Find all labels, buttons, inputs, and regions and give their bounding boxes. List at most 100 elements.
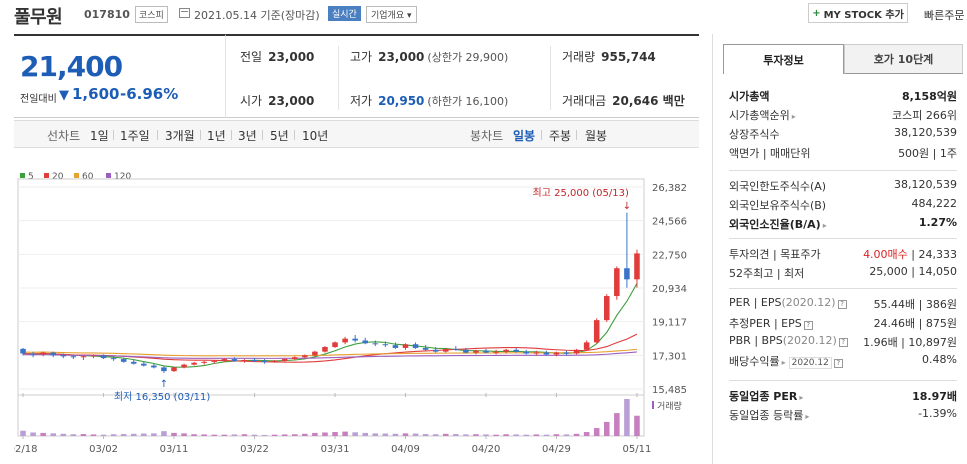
info-value: 18.97배 xyxy=(912,390,957,403)
stat-high: 고가 23,000 (상한가 29,900) xyxy=(350,50,509,64)
price-chart[interactable]: 5 20 60 120 26,382 24,566 22,750 20,934 19,1… xyxy=(14,165,699,464)
y-tick-label: 19,117 xyxy=(652,318,687,329)
candle-body xyxy=(161,367,167,372)
info-separator xyxy=(729,288,957,289)
info-value: 4.00매수 | 24,333 xyxy=(863,248,957,261)
candle-body xyxy=(553,352,560,355)
candle-body xyxy=(322,347,328,352)
candle-body xyxy=(130,361,137,364)
candle-body xyxy=(573,349,580,354)
info-row[interactable]: 동일업종 PER ▸ 18.97배 xyxy=(729,388,957,405)
candle-body xyxy=(292,357,298,360)
volume-bar xyxy=(573,433,580,436)
info-label: 배당수익률 ▸ 2020.12? xyxy=(729,353,843,369)
volume-bar xyxy=(473,434,479,436)
price-plot-frame xyxy=(17,178,645,396)
candle-body xyxy=(563,352,570,354)
candle-body xyxy=(634,253,640,280)
base-date: 2021.05.14 기준(장마감) xyxy=(194,9,320,22)
tab-investment-info[interactable]: 투자정보 xyxy=(723,44,844,74)
add-my-stock-button[interactable]: + MY STOCK 추가 xyxy=(808,3,908,23)
volume-bar xyxy=(302,433,308,436)
low-annotation: 최저 16,350 (03/11) xyxy=(114,391,210,403)
company-overview-dropdown[interactable]: 기업개요 ▾ xyxy=(366,6,417,23)
y-tick-label: 22,750 xyxy=(652,250,687,261)
x-tick-label: 03/22 xyxy=(240,444,269,455)
info-label-date: (2020.12) xyxy=(781,296,836,309)
candle-weekly[interactable]: 주봉 xyxy=(549,129,572,143)
period-3m[interactable]: 3개월 xyxy=(165,129,195,143)
volume-bar xyxy=(553,434,560,436)
chart-canvas: 26,382 24,566 22,750 20,934 19,117 17,301 15,4… xyxy=(14,178,687,455)
candle-monthly[interactable]: 월봉 xyxy=(585,129,608,143)
y-tick-label: 20,934 xyxy=(652,284,687,295)
volume-bar xyxy=(483,434,489,436)
candle-body xyxy=(402,344,409,348)
candle-body xyxy=(604,296,610,321)
candle-daily[interactable]: 일봉 xyxy=(513,129,536,143)
period-3y[interactable]: 3년 xyxy=(238,129,257,143)
period-1y[interactable]: 1년 xyxy=(207,129,226,143)
volume-bar xyxy=(624,399,630,436)
volume-bar xyxy=(614,413,620,436)
plus-icon: + xyxy=(812,7,821,19)
tab-order-book[interactable]: 호가 10단계 xyxy=(844,44,963,74)
candle-body xyxy=(231,359,238,361)
help-icon[interactable]: ? xyxy=(837,300,847,309)
stat-open: 시가 23,000 xyxy=(240,94,315,108)
candle-body xyxy=(271,360,278,362)
high-arrow-icon: ↓ xyxy=(623,201,631,212)
info-label: 추정PER | EPS? xyxy=(729,315,813,331)
info-value: 484,222 xyxy=(911,197,958,210)
volume-bar xyxy=(422,434,429,436)
period-1w[interactable]: 1주일 xyxy=(120,129,150,143)
volume-bar xyxy=(463,434,469,436)
volume-bar xyxy=(292,434,298,436)
volume-bar xyxy=(40,432,46,436)
info-row: 투자의견 | 목표주가 4.00매수 | 24,333 xyxy=(729,246,957,263)
volume-bar xyxy=(271,434,278,436)
volume-bar xyxy=(151,433,157,436)
period-5y[interactable]: 5년 xyxy=(270,129,289,143)
legend-ma60: 60 xyxy=(74,172,93,182)
period-1d[interactable]: 1일 xyxy=(90,129,109,143)
info-row[interactable]: 외국인소진율(B/A) ▸ 1.27% xyxy=(729,216,957,233)
x-tick-label: 04/29 xyxy=(542,444,571,455)
info-row[interactable]: 시가총액순위 ▸ 코스피 266위 xyxy=(729,107,957,124)
candle-body xyxy=(614,268,620,297)
info-value: 8,158억원 xyxy=(901,90,957,103)
volume-bar xyxy=(453,434,459,436)
volume-bar xyxy=(70,434,77,436)
volume-bar xyxy=(563,434,570,436)
volume-bar xyxy=(392,433,399,436)
legend-ma120: 120 xyxy=(106,172,131,182)
x-tick-label: 04/20 xyxy=(472,444,501,455)
info-label: 외국인보유주식수(B) xyxy=(729,199,827,212)
quick-order-link[interactable]: 빠른주문 xyxy=(924,9,965,22)
candle-body xyxy=(191,362,197,365)
help-icon[interactable]: ? xyxy=(803,321,813,330)
volume-bar xyxy=(543,434,550,436)
help-icon[interactable]: ? xyxy=(833,359,843,368)
info-label: 동일업종 등락률 ▸ xyxy=(729,409,810,422)
x-tick-label: 05/11 xyxy=(623,444,652,455)
info-separator xyxy=(729,238,957,239)
info-value: 38,120,539 xyxy=(894,126,957,139)
info-row[interactable]: 배당수익률 ▸ 2020.12? 0.48% xyxy=(729,353,957,370)
volume-bar xyxy=(100,434,107,436)
candle-body xyxy=(201,361,207,363)
volume-bar xyxy=(503,434,509,436)
volume-bar xyxy=(80,434,87,436)
y-tick-label: 24,566 xyxy=(652,217,687,228)
info-row[interactable]: 동일업종 등락률 ▸ -1.39% xyxy=(729,407,957,424)
x-tick-label: 02/18 xyxy=(14,444,37,455)
volume-bar xyxy=(90,434,97,436)
candle-body xyxy=(241,359,248,361)
period-10y[interactable]: 10년 xyxy=(302,129,329,143)
realtime-button[interactable]: 실시간 xyxy=(328,6,361,21)
candle-body xyxy=(40,352,46,355)
candle-body xyxy=(392,345,399,348)
volume-bar xyxy=(442,433,449,436)
help-icon[interactable]: ? xyxy=(838,338,848,347)
volume-bar xyxy=(181,433,187,436)
